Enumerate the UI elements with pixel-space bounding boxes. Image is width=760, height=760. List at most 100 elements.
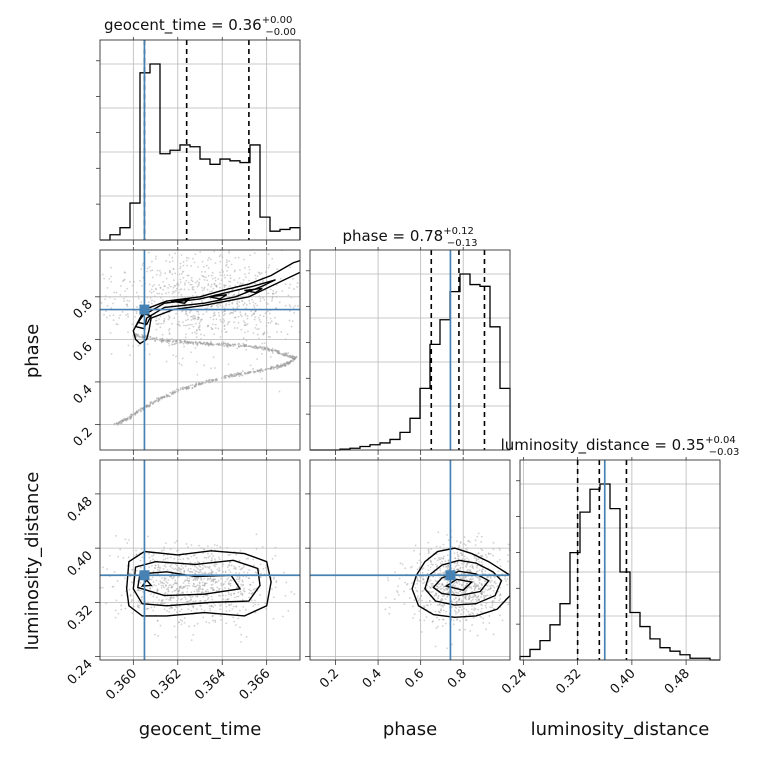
- sample-point: [138, 606, 140, 609]
- sample-point: [469, 570, 472, 572]
- sample-point: [155, 255, 157, 258]
- sample-point: [189, 570, 191, 573]
- sample-point: [211, 587, 214, 589]
- sample-point: [471, 608, 473, 611]
- sample-point: [323, 280, 325, 282]
- sample-point: [147, 251, 150, 254]
- sample-point: [492, 541, 495, 544]
- sample-point: [234, 256, 237, 259]
- sample-point: [222, 570, 225, 573]
- sample-point: [155, 328, 158, 331]
- sample-point: [207, 284, 210, 287]
- sample-point: [169, 596, 172, 599]
- sample-point: [215, 377, 218, 380]
- sample-point: [156, 568, 159, 571]
- sample-point: [209, 576, 212, 579]
- sample-point: [255, 324, 258, 326]
- sample-point: [248, 272, 251, 275]
- sample-point: [474, 583, 477, 586]
- sample-point: [175, 587, 178, 590]
- sample-point: [129, 594, 132, 596]
- sample-point: [471, 590, 474, 593]
- sample-point: [461, 563, 463, 565]
- sample-point: [229, 280, 232, 283]
- sample-point: [259, 563, 262, 566]
- sample-point: [135, 332, 137, 335]
- sample-point: [207, 545, 209, 548]
- sample-point: [224, 331, 227, 334]
- sample-point: [247, 557, 249, 560]
- sample-point: [181, 271, 184, 273]
- sample-point: [239, 282, 242, 285]
- sample-point: [196, 318, 199, 321]
- sample-point: [394, 571, 396, 574]
- sample-point: [189, 384, 192, 387]
- sample-point: [514, 593, 516, 595]
- sample-point: [241, 374, 244, 377]
- sample-point: [149, 593, 152, 596]
- sample-point: [491, 599, 494, 602]
- sample-point: [455, 611, 457, 613]
- sample-point: [197, 316, 200, 319]
- sample-point: [207, 597, 210, 599]
- sample-point: [223, 284, 226, 287]
- sample-point: [194, 561, 197, 564]
- sample-point: [420, 631, 423, 633]
- sample-point: [163, 579, 166, 582]
- sample-point: [214, 276, 217, 279]
- sample-point: [228, 580, 231, 582]
- sample-point: [276, 330, 279, 333]
- sample-point: [196, 560, 199, 563]
- sample-point: [241, 370, 244, 373]
- sample-point: [460, 599, 463, 602]
- sample-point: [453, 598, 456, 601]
- sample-point: [411, 565, 413, 568]
- sample-point: [112, 319, 115, 322]
- sample-point: [262, 279, 265, 282]
- sample-point: [241, 300, 244, 303]
- sample-point: [115, 291, 118, 294]
- x-tick-label: 0.8: [445, 666, 470, 691]
- sample-point: [164, 557, 167, 560]
- sample-point: [497, 570, 500, 573]
- sample-point: [404, 581, 407, 584]
- contour-level: [132, 259, 300, 345]
- sample-point: [484, 595, 487, 597]
- sample-point: [169, 597, 172, 600]
- sample-point: [223, 312, 226, 315]
- sample-point: [183, 571, 186, 573]
- sample-point: [109, 331, 112, 334]
- sample-point: [174, 605, 177, 608]
- sample-point: [474, 544, 477, 547]
- sample-point: [476, 634, 479, 637]
- sample-point: [463, 578, 466, 581]
- sample-point: [182, 586, 185, 588]
- sample-point: [491, 604, 494, 607]
- sample-point: [238, 578, 241, 580]
- sample-point: [483, 597, 486, 600]
- sample-point: [147, 405, 150, 408]
- sample-point: [150, 606, 153, 609]
- sample-point: [150, 291, 153, 294]
- sample-point: [454, 557, 456, 559]
- sample-point: [114, 616, 117, 619]
- sample-point: [260, 369, 262, 372]
- sample-point: [212, 606, 215, 608]
- sample-point: [212, 578, 215, 581]
- sample-point: [203, 609, 206, 612]
- sample-point: [211, 323, 214, 326]
- sample-point: [288, 304, 291, 306]
- sample-point: [161, 577, 163, 580]
- sample-point: [457, 555, 460, 558]
- sample-point: [254, 603, 257, 606]
- sample-point: [214, 279, 217, 282]
- sample-point: [148, 556, 151, 559]
- sample-point: [422, 575, 425, 578]
- sample-point: [238, 343, 241, 345]
- sample-point: [492, 589, 495, 592]
- sample-point: [456, 540, 458, 543]
- sample-point: [210, 379, 213, 382]
- sample-point: [432, 563, 434, 566]
- sample-point: [477, 552, 480, 555]
- x-tick-label: 0.24: [499, 666, 530, 697]
